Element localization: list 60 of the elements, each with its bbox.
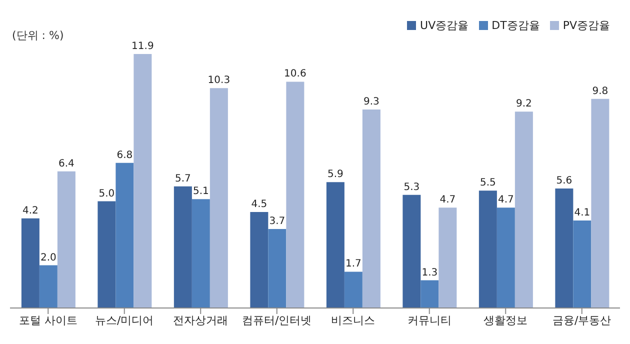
legend-label: PV증감율 <box>562 19 610 32</box>
bar <box>573 220 592 308</box>
data-label: 9.2 <box>516 98 532 110</box>
bar <box>402 194 421 308</box>
bar <box>478 190 497 308</box>
data-label: 5.0 <box>98 188 115 200</box>
text: (단위 : %) <box>12 28 64 43</box>
x-tick-label: 전자상거래 <box>173 314 228 327</box>
data-label: 5.3 <box>404 182 420 193</box>
data-label: 10.3 <box>208 75 230 86</box>
bar <box>286 82 304 308</box>
bar <box>134 54 152 308</box>
bar <box>420 280 439 308</box>
x-tick-label: 금융/부동산 <box>552 314 612 327</box>
bar <box>174 186 192 308</box>
bar <box>555 188 574 308</box>
data-label: 5.6 <box>556 175 572 186</box>
data-label: 4.7 <box>440 194 456 206</box>
bar <box>438 208 457 308</box>
bar <box>210 88 228 308</box>
data-label: 2.0 <box>40 252 56 264</box>
data-label: 4.1 <box>574 207 590 218</box>
data-label: 4.2 <box>22 205 38 216</box>
data-label: 6.4 <box>58 158 74 170</box>
bar <box>116 162 134 308</box>
data-label: 3.7 <box>269 216 286 228</box>
bar <box>39 265 58 308</box>
x-tick-label: 커뮤니티 <box>407 314 452 327</box>
data-label: 4.5 <box>251 198 268 210</box>
data-label: 10.6 <box>284 68 306 80</box>
bar <box>514 112 533 308</box>
x-tick-label: 뉴스/미디어 <box>95 314 154 327</box>
bar <box>362 109 380 308</box>
x-tick-label: 비즈니스 <box>331 314 376 327</box>
bar <box>57 171 76 308</box>
x-tick-label: 컴퓨터/인터넷 <box>242 314 312 327</box>
data-label: 9.8 <box>592 86 608 97</box>
legend-label: DT증감율 <box>492 19 540 32</box>
data-label: 4.7 <box>498 194 514 206</box>
bar <box>326 182 344 308</box>
data-label: 11.9 <box>132 41 154 52</box>
data-label: 1.3 <box>422 267 438 278</box>
data-label: 9.3 <box>363 96 380 108</box>
bar <box>344 272 362 308</box>
bar <box>250 212 268 308</box>
data-label: 6.8 <box>116 150 133 161</box>
bar <box>192 199 210 308</box>
data-label: 5.9 <box>327 169 344 180</box>
bar <box>21 218 40 308</box>
data-label: 5.7 <box>174 173 191 184</box>
bar <box>496 208 515 308</box>
bar <box>268 229 286 308</box>
data-label: 1.7 <box>345 258 362 270</box>
x-tick-label: 포털 사이트 <box>18 314 78 327</box>
bar <box>98 201 116 308</box>
x-tick-label: 생활정보 <box>484 314 528 327</box>
bar <box>591 98 610 308</box>
data-label: 5.1 <box>192 186 209 198</box>
data-label: 5.5 <box>480 178 496 189</box>
legend-label: UV증감율 <box>420 19 469 32</box>
